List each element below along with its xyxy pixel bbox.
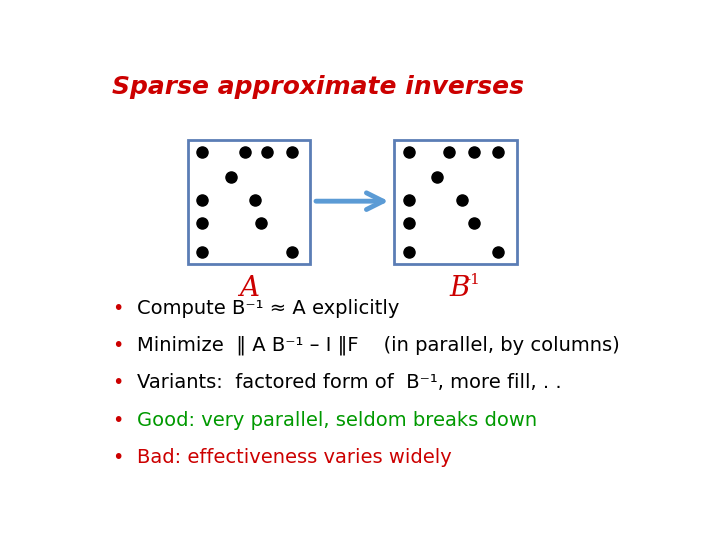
Text: Variants:  factored form of  B⁻¹, more fill, . .: Variants: factored form of B⁻¹, more fil… xyxy=(138,373,562,393)
Text: Minimize  ‖ A B⁻¹ – I ‖F    (in parallel, by columns): Minimize ‖ A B⁻¹ – I ‖F (in parallel, by… xyxy=(138,336,620,355)
Text: Compute B⁻¹ ≈ A explicitly: Compute B⁻¹ ≈ A explicitly xyxy=(138,299,400,318)
Bar xyxy=(188,140,310,265)
Text: •: • xyxy=(112,373,124,393)
Text: A: A xyxy=(239,275,259,302)
Text: Bad: effectiveness varies widely: Bad: effectiveness varies widely xyxy=(138,448,452,467)
Text: •: • xyxy=(112,448,124,467)
Bar xyxy=(394,140,517,265)
Text: •: • xyxy=(112,411,124,430)
Text: B: B xyxy=(450,275,470,302)
Text: •: • xyxy=(112,336,124,355)
Text: -1: -1 xyxy=(466,273,480,287)
Text: Sparse approximate inverses: Sparse approximate inverses xyxy=(112,75,524,99)
Text: Good: very parallel, seldom breaks down: Good: very parallel, seldom breaks down xyxy=(138,411,538,430)
Text: •: • xyxy=(112,299,124,318)
